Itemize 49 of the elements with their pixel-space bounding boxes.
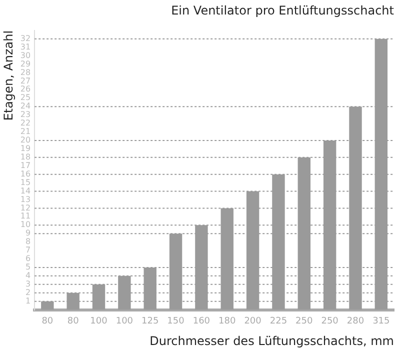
x-tick-label: 125 [142,316,159,327]
y-tick-label: 3 [25,279,31,288]
y-tick-label: 29 [20,59,31,68]
y-tick-label: 20 [20,136,31,145]
y-tick-label: 8 [25,237,31,246]
x-tick-label: 100 [90,316,108,327]
y-tick-label: 2 [25,288,31,297]
chart-title: Ein Ventilator pro Entlüftungsschacht [171,3,394,18]
x-tick-label: 315 [372,316,390,327]
y-tick-label: 11 [20,212,31,221]
y-tick-label: 21 [20,127,31,136]
x-tick-label: 200 [244,316,262,327]
y-tick-label: 16 [20,169,31,178]
y-tick-label: 13 [20,194,31,204]
y-tick-label: 6 [25,254,31,264]
y-tick-label: 27 [20,76,31,86]
y-tick-label: 14 [20,186,31,196]
x-tick-label: 80 [67,316,80,327]
y-tick-label: 19 [20,144,31,154]
y-tick-label: 28 [20,68,31,77]
y-tick-label: 1 [25,296,31,306]
y-tick-label: 24 [20,102,31,111]
x-tick-label: 225 [270,316,288,327]
y-tick-label: 32 [20,34,31,43]
y-tick-label: 23 [20,110,31,120]
y-tick-label: 12 [20,203,31,212]
y-tick-label: 25 [20,93,31,102]
y-tick-label: 17 [20,160,31,170]
x-tick-label: 250 [321,316,339,327]
y-tick-label: 7 [25,246,31,255]
y-tick-label: 22 [20,118,31,128]
x-tick-label: 280 [346,316,364,327]
y-tick-label: 30 [20,50,31,60]
y-tick-label: 5 [25,262,31,272]
y-tick-label: 26 [20,84,31,94]
y-tick-label: 15 [20,178,31,187]
y-tick-label: 18 [20,152,31,162]
x-tick-label: 250 [296,316,314,327]
x-tick-label: 150 [167,316,185,327]
x-tick-label: 80 [42,316,54,327]
y-axis-title: Etagen, Anzahl [1,30,16,121]
x-tick-label: 180 [218,316,236,327]
y-tick-label: 4 [25,271,31,280]
x-axis-title: Durchmesser des Lüftungsschachts, mm [150,334,394,348]
x-tick-label: 160 [192,316,210,327]
y-tick-label: 9 [25,228,31,238]
y-tick-label: 10 [20,220,31,230]
x-tick-label: 100 [116,316,134,327]
y-tick-label: 31 [20,42,31,52]
